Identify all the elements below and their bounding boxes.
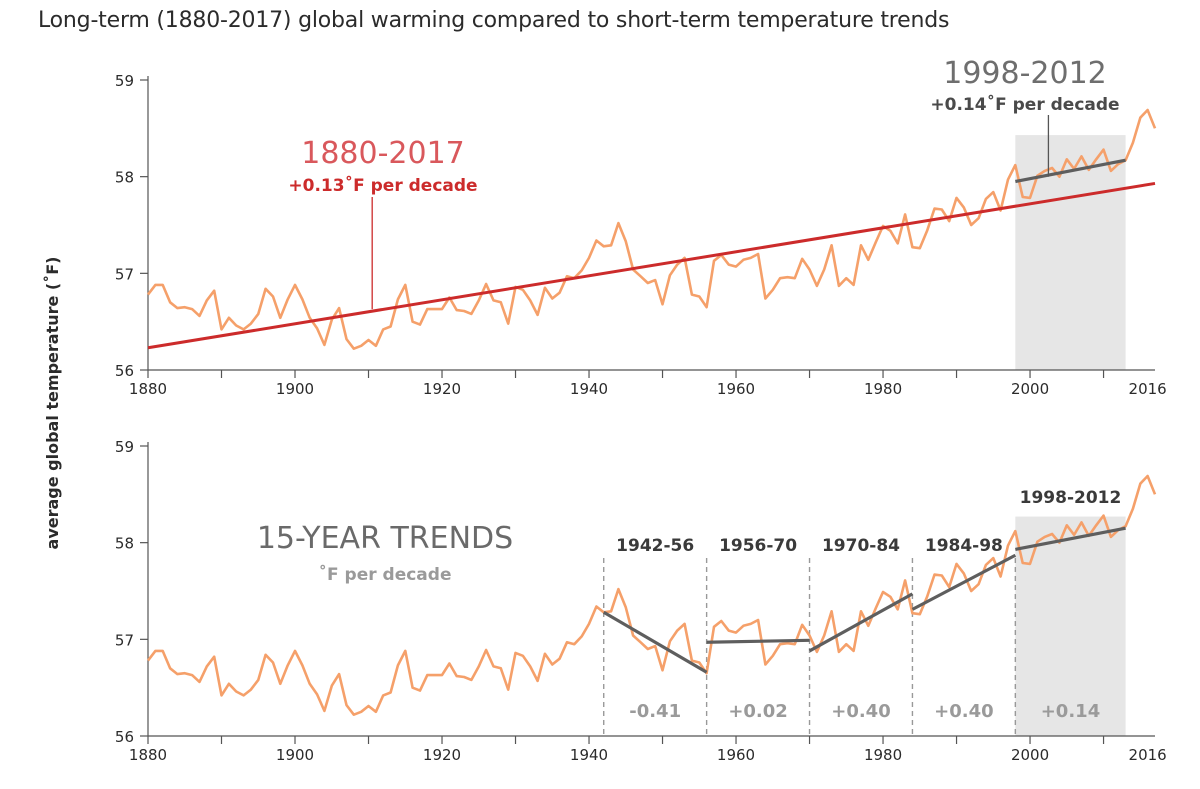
- x-tick-label: 1940: [570, 746, 608, 764]
- x-tick-label: 1980: [864, 380, 902, 398]
- segment-period-label: 1998-2012: [1020, 488, 1122, 508]
- trend-segment: [706, 638, 810, 644]
- recent-rate-label: +0.14˚F per decade: [930, 93, 1119, 115]
- page-title: Long-term (1880-2017) global warming com…: [38, 8, 950, 33]
- segment-period-label: 1942-56: [616, 536, 694, 556]
- longterm-period-label: 1880-2017: [301, 136, 465, 171]
- x-tick-label: 1900: [276, 380, 314, 398]
- x-tick-label: 2016: [1129, 746, 1167, 764]
- segment-rate-label: +0.14: [1041, 701, 1101, 722]
- temperature-series-line: [146, 108, 1157, 351]
- bottom-panel: 56 57 58 59 1880 1900 1920 1940 1960 1980 2000 2016…: [115, 438, 1167, 764]
- segment-rate-label: -0.41: [629, 701, 681, 722]
- temperature-series-line: [146, 474, 1157, 717]
- x-tick-label: 1920: [423, 746, 461, 764]
- x-tick-label: 1900: [276, 746, 314, 764]
- y-tick-label: 58: [115, 169, 134, 187]
- y-tick-label: 57: [115, 265, 134, 283]
- x-tick-label: 1940: [570, 380, 608, 398]
- trend-segment: [602, 610, 708, 674]
- trend-segment: [911, 553, 1017, 611]
- recent-period-label: 1998-2012: [943, 56, 1107, 91]
- x-tick-label: 1980: [864, 746, 902, 764]
- trends-subheading: ˚F per decade: [319, 563, 452, 585]
- y-tick-label: 57: [115, 631, 134, 649]
- segment-rate-label: +0.40: [831, 701, 891, 722]
- x-tick-label: 1920: [423, 380, 461, 398]
- shaded-period: [1015, 135, 1126, 370]
- segment-period-label: 1984-98: [925, 536, 1003, 556]
- longterm-rate-label: +0.13˚F per decade: [288, 174, 477, 196]
- trend-segment: [808, 592, 914, 653]
- top-panel: 56 57 58 59 1880 1900 1920 1940 1960 1980 2000 2016…: [115, 56, 1167, 398]
- trends-heading: 15-YEAR TRENDS: [257, 521, 513, 556]
- x-tick-label: 1880: [129, 746, 167, 764]
- x-tick-label: 1960: [717, 380, 755, 398]
- x-tick-label: 2000: [1011, 380, 1049, 398]
- x-tick-label: 1880: [129, 380, 167, 398]
- y-tick-label: 59: [115, 438, 134, 456]
- segment-period-label: 1970-84: [822, 536, 900, 556]
- segment-period-label: 1956-70: [719, 536, 797, 556]
- y-tick-label: 56: [115, 728, 134, 746]
- segment-rate-label: +0.02: [728, 701, 788, 722]
- trend-segment: [1015, 526, 1126, 552]
- x-tick-label: 2016: [1129, 380, 1167, 398]
- x-tick-label: 1960: [717, 746, 755, 764]
- y-axis-label: average global temperature (˚F): [43, 257, 62, 550]
- recent-trend-segment: [1015, 158, 1126, 184]
- y-tick-label: 59: [115, 72, 134, 90]
- long-term-trend-line: [147, 181, 1156, 350]
- x-tick-label: 2000: [1011, 746, 1049, 764]
- y-tick-label: 56: [115, 362, 134, 380]
- y-tick-label: 58: [115, 535, 134, 553]
- segment-rate-label: +0.40: [934, 701, 994, 722]
